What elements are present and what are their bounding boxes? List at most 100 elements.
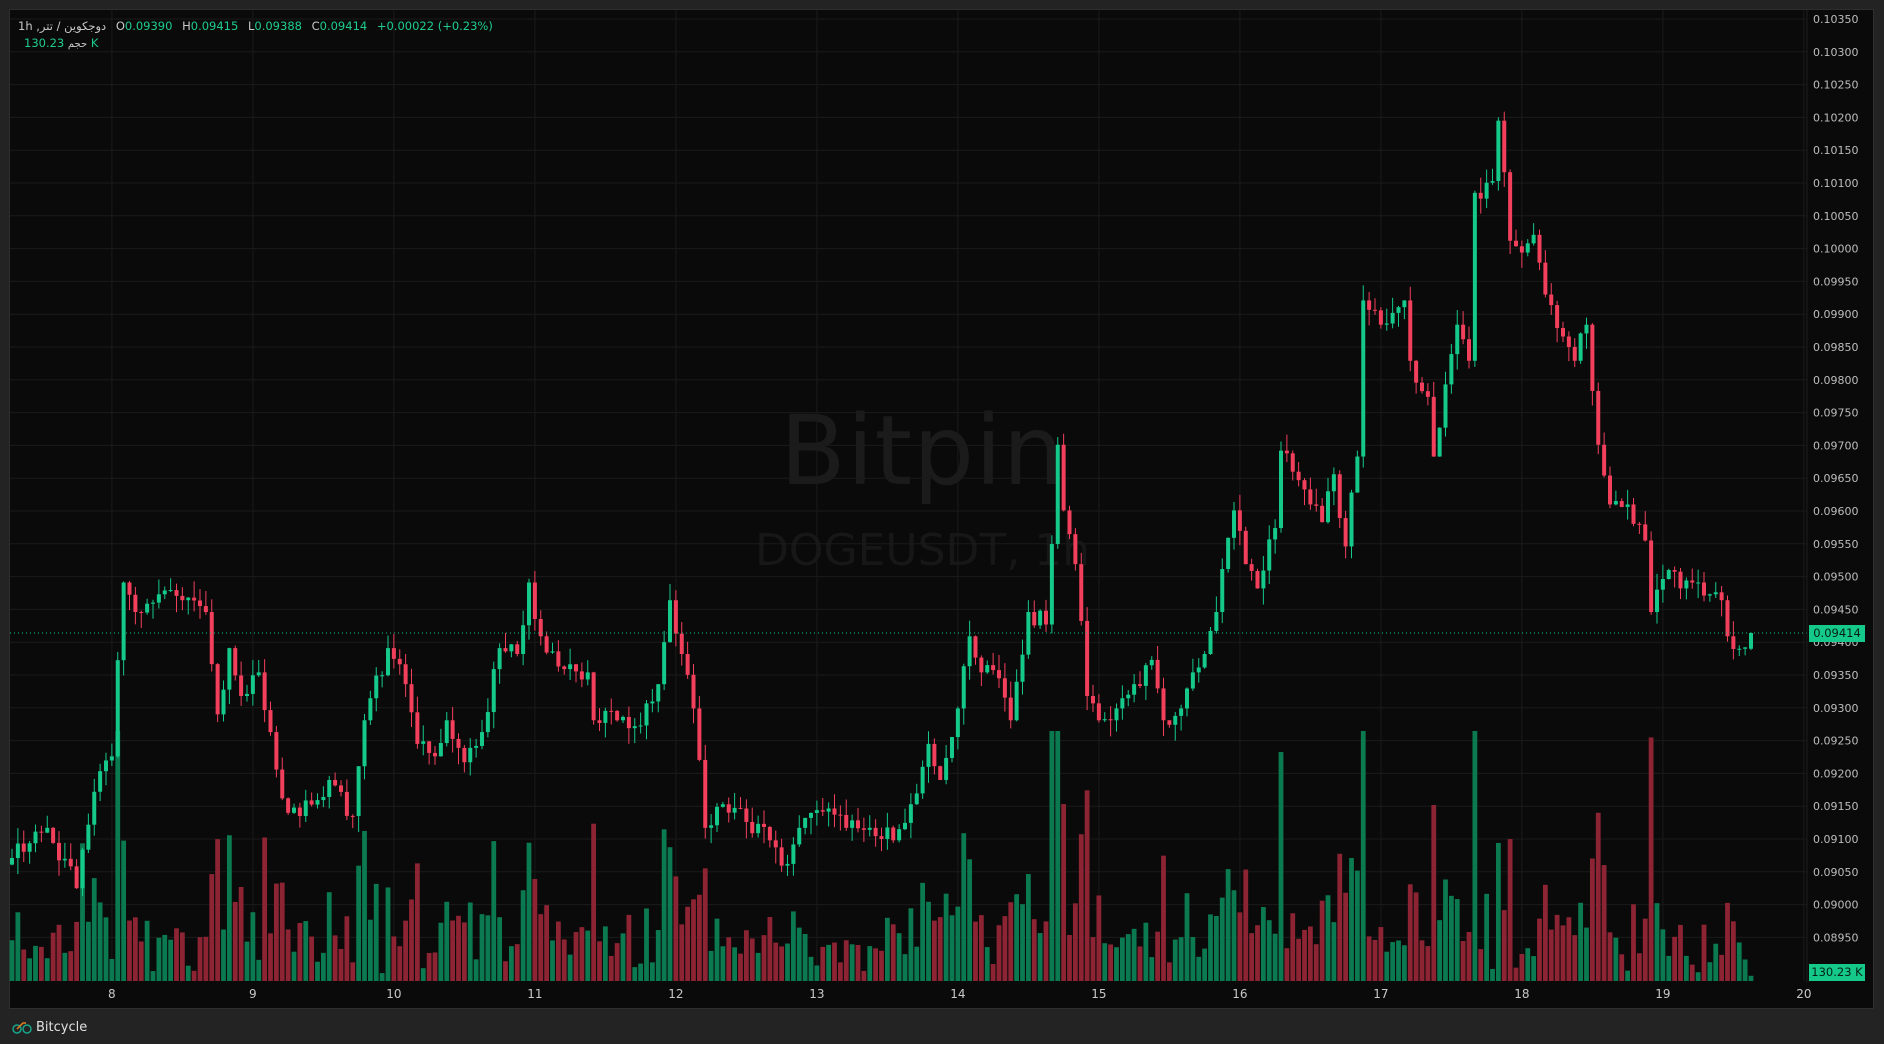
volume-bar bbox=[808, 956, 814, 981]
volume-bar bbox=[597, 941, 602, 981]
volume-bar bbox=[1519, 953, 1525, 981]
volume-bar bbox=[826, 944, 832, 981]
candle-body bbox=[21, 843, 26, 852]
candle-body bbox=[574, 664, 578, 672]
volume-bar bbox=[1290, 913, 1296, 981]
footer-brand[interactable]: Bitcycle bbox=[12, 1016, 87, 1038]
volume-bar bbox=[9, 940, 15, 981]
candle-body bbox=[1390, 312, 1395, 324]
candle-body bbox=[62, 858, 67, 861]
volume-bar bbox=[1631, 904, 1636, 981]
volume-bar bbox=[1431, 805, 1437, 981]
volume-bar bbox=[926, 901, 931, 981]
price-tick-label: 0.09850 bbox=[1813, 341, 1859, 354]
price-tick-label: 0.09750 bbox=[1813, 407, 1859, 420]
candle-body bbox=[1461, 324, 1466, 340]
volume-bar bbox=[726, 937, 732, 981]
candle-body bbox=[1619, 501, 1624, 507]
candle-body bbox=[726, 804, 731, 813]
volume-bar bbox=[362, 830, 367, 981]
volume-bar bbox=[1437, 920, 1443, 981]
volume-bar bbox=[50, 932, 56, 981]
price-tick-label: 0.10100 bbox=[1813, 177, 1859, 190]
candle-body bbox=[791, 844, 796, 864]
volume-bar bbox=[1707, 962, 1713, 981]
candle-body bbox=[1267, 539, 1272, 571]
candle-body bbox=[1214, 612, 1219, 631]
candle-body bbox=[814, 810, 819, 813]
candle-body bbox=[908, 804, 913, 823]
volume-bar bbox=[738, 953, 743, 981]
candle-body bbox=[397, 658, 402, 665]
candle-body bbox=[767, 826, 772, 841]
volume-bar bbox=[626, 914, 632, 981]
candle-body bbox=[1261, 570, 1266, 589]
candle-body bbox=[1185, 688, 1189, 709]
volume-bar bbox=[1736, 942, 1742, 981]
price-tick-label: 0.10250 bbox=[1813, 79, 1859, 92]
candle-body bbox=[1484, 182, 1489, 199]
candle-body bbox=[1749, 633, 1753, 649]
volume-bar bbox=[156, 937, 162, 981]
volume-bar bbox=[902, 954, 908, 981]
candle-body bbox=[1331, 474, 1336, 492]
candle-body bbox=[562, 666, 567, 670]
volume-bar bbox=[1595, 812, 1601, 981]
volume-bar bbox=[1584, 927, 1589, 981]
volume-bar bbox=[1654, 903, 1660, 981]
volume-bar bbox=[44, 958, 50, 981]
candle-body bbox=[1091, 695, 1095, 704]
volume-bar bbox=[937, 917, 943, 981]
candle-body bbox=[1537, 234, 1542, 263]
candle-body bbox=[297, 807, 302, 817]
candle-body bbox=[1719, 592, 1724, 601]
volume-bar bbox=[1566, 917, 1572, 981]
candle-body bbox=[221, 689, 226, 715]
volume-bar bbox=[931, 920, 937, 981]
candle-body bbox=[961, 666, 966, 709]
volume-bar bbox=[1425, 946, 1431, 981]
candle-body bbox=[955, 708, 960, 738]
chart-legend: دوجکوین / تتر, 1h O0.09390 H0.09415 L0.0… bbox=[18, 18, 493, 52]
candle-body bbox=[68, 858, 73, 867]
volume-bar bbox=[1196, 956, 1202, 981]
change-value: +0.00022 (+0.23%) bbox=[376, 19, 493, 33]
candle-body bbox=[1226, 537, 1231, 569]
volume-bar bbox=[1601, 865, 1607, 981]
candle-body bbox=[1314, 504, 1319, 506]
volume-bar bbox=[279, 882, 285, 981]
volume-bar bbox=[1278, 752, 1284, 981]
volume-bar bbox=[785, 943, 790, 981]
candle-body bbox=[1420, 382, 1424, 392]
candle-body bbox=[115, 660, 120, 757]
volume-bar bbox=[1219, 897, 1225, 981]
open-value: 0.09390 bbox=[124, 19, 173, 33]
volume-bar bbox=[1284, 948, 1290, 981]
volume-bar bbox=[1742, 959, 1748, 981]
volume-bar bbox=[179, 932, 185, 981]
candle-body bbox=[626, 716, 631, 729]
candle-body bbox=[579, 671, 584, 680]
volume-bar bbox=[567, 954, 573, 981]
candle-body bbox=[668, 600, 672, 643]
candle-body bbox=[1725, 600, 1730, 637]
volume-bar bbox=[174, 928, 179, 981]
price-tick-label: 0.09500 bbox=[1813, 571, 1859, 584]
current-price-tag: 0.09414 bbox=[1809, 625, 1865, 643]
candle-body bbox=[333, 779, 338, 786]
volume-bar bbox=[720, 946, 726, 981]
candle-body bbox=[1220, 568, 1225, 613]
volume-bar bbox=[679, 924, 685, 981]
candle-body bbox=[1044, 610, 1048, 625]
candle-body bbox=[444, 720, 449, 744]
symbol-label[interactable]: دوجکوین / تتر, 1h bbox=[18, 19, 107, 33]
candle-body bbox=[145, 603, 150, 613]
volume-bar bbox=[326, 892, 332, 981]
volume-bar bbox=[262, 837, 268, 981]
candle-body bbox=[1737, 648, 1742, 650]
time-tick-label: 19 bbox=[1655, 987, 1670, 1001]
candle-body bbox=[1149, 659, 1154, 666]
volume-bar bbox=[861, 970, 867, 981]
candle-body bbox=[1279, 450, 1283, 529]
